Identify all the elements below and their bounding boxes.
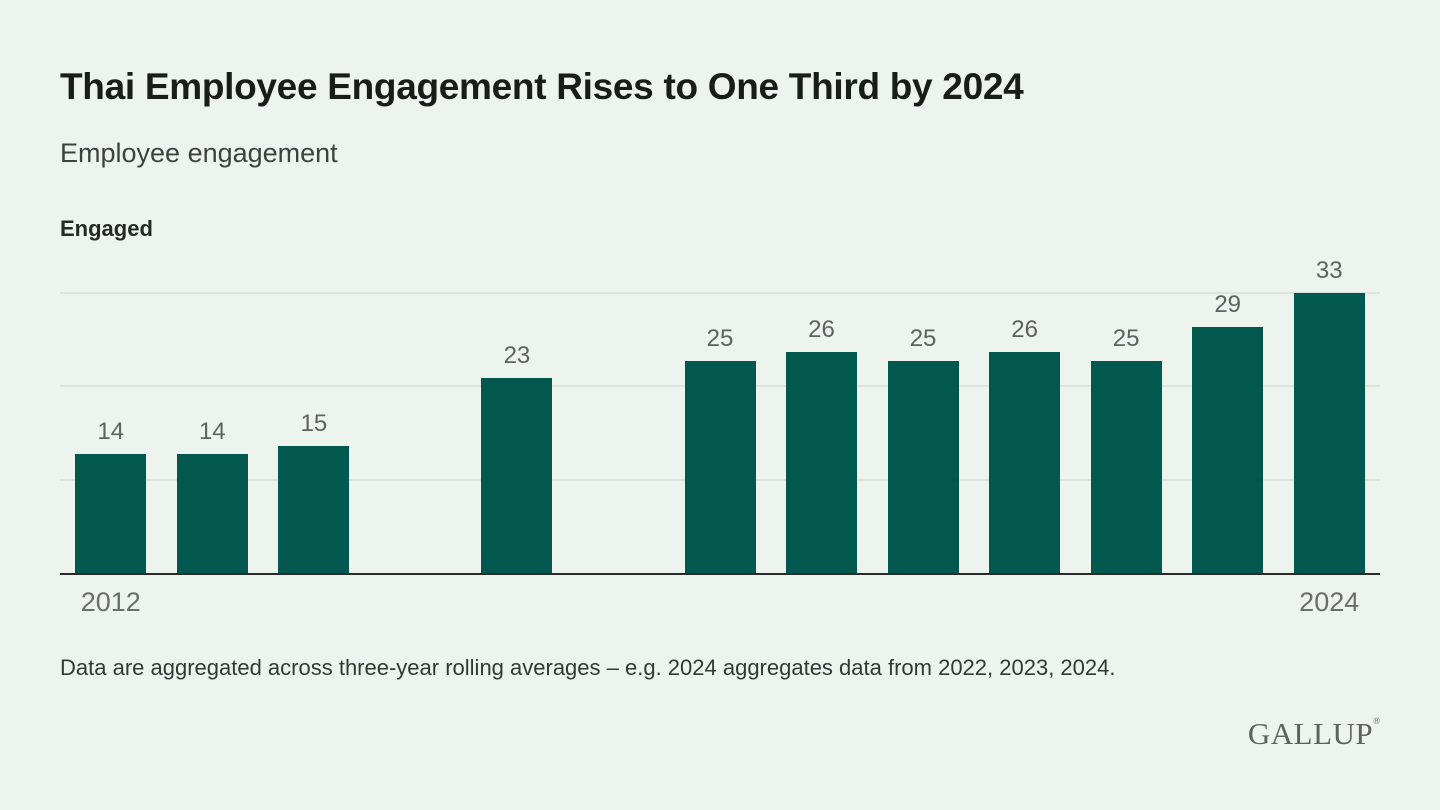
bar-2020 <box>887 360 959 573</box>
chart-title: Thai Employee Engagement Rises to One Th… <box>60 66 1024 107</box>
bar-2024 <box>1293 293 1365 573</box>
bar-value-label-2019: 26 <box>808 316 835 344</box>
bar-value-label-2012: 14 <box>97 418 125 446</box>
bar-value-label-2023: 29 <box>1214 290 1242 318</box>
gridline-33 <box>60 292 1380 294</box>
gallup-logo-text: GALLUP <box>1247 716 1374 751</box>
bar-2018 <box>684 360 756 573</box>
bar-value-label-2014: 15 <box>300 409 328 437</box>
bar-2012 <box>75 454 147 573</box>
x-tick-label-2024: 2024 <box>1299 587 1360 617</box>
chart-subtitle: Employee engagement <box>60 138 338 168</box>
bar-value-label-2018: 25 <box>706 324 734 352</box>
gallup-logo: GALLUP® <box>1248 716 1380 752</box>
bar-value-label-2016: 23 <box>503 341 531 369</box>
bar-2019 <box>786 352 858 573</box>
chart-footnote: Data are aggregated across three-year ro… <box>60 655 1116 680</box>
bar-value-label-2013: 14 <box>198 418 226 446</box>
bar-2014 <box>278 445 350 573</box>
x-tick-label-2012: 2012 <box>80 587 141 617</box>
bar-2016 <box>481 377 553 573</box>
series-label-engaged: Engaged <box>60 216 153 241</box>
bar-2023 <box>1192 326 1264 573</box>
bar-2021 <box>989 352 1061 573</box>
bar-value-label-2021: 26 <box>1011 316 1038 344</box>
bar-value-label-2022: 25 <box>1112 324 1140 352</box>
x-axis-line <box>60 573 1380 575</box>
registered-trademark-icon: ® <box>1373 716 1380 726</box>
bar-chart-plot-area: 14 14 15 23 25 26 25 26 25 29 33 2012 2024 <box>60 257 1380 617</box>
bar-value-label-2024: 33 <box>1315 257 1343 284</box>
bar-2022 <box>1090 360 1162 573</box>
bar-2013 <box>176 454 248 573</box>
bar-value-label-2020: 25 <box>909 324 937 352</box>
